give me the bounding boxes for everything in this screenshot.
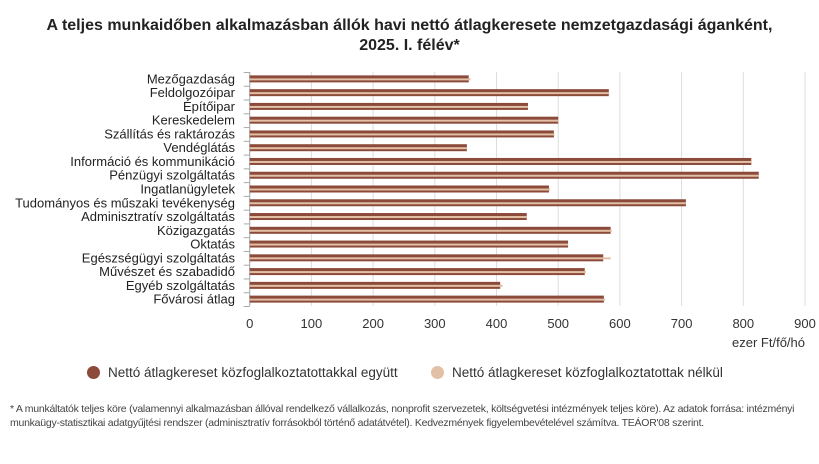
bar-without-public-workers [249,188,551,191]
category-label: Tudományos és műszaki tevékenység [15,195,235,210]
bar-chart: 0 100 200 300 400 500 600 700 800 900 ezer Ft/fő/h… [15,71,816,350]
legend-label: Nettó átlagkereset közfoglalkoztatottakk… [108,365,398,380]
category-label: Adminisztratív szolgáltatás [81,209,235,224]
legend-swatch-dark [87,366,100,379]
bar-without-public-workers [249,202,686,205]
bar-without-public-workers [249,133,555,136]
bar-without-public-workers [249,105,528,108]
category-label: Vendéglátás [163,140,235,155]
bar-without-public-workers [249,78,471,81]
bar-without-public-workers [249,257,611,260]
chart-title-line1: A teljes munkaidőben alkalmazásban állók… [46,17,773,34]
category-label: Közigazgatás [157,223,236,238]
bar-without-public-workers [249,284,503,287]
footnote: * A munkáltatók teljes köre (valamennyi … [10,403,795,429]
x-tick-label: 700 [671,316,693,331]
category-label: Egészségügyi szolgáltatás [82,250,236,265]
category-label: Fővárosi átlag [153,292,235,307]
category-label: Művészet és szabadidő [99,264,235,279]
chart-title-line2: 2025. I. félév* [359,37,460,54]
category-label: Pénzügyi szolgáltatás [109,168,235,183]
x-tick-label: 500 [547,316,569,331]
legend-label: Nettó átlagkereset közfoglalkoztatottak … [452,365,723,380]
category-label: Egyéb szolgáltatás [126,278,236,293]
bar-without-public-workers [249,229,612,232]
bar-without-public-workers [249,243,569,246]
x-tick-label: 200 [362,316,384,331]
x-axis-label: ezer Ft/fő/hó [732,335,805,350]
x-tick-label: 900 [794,316,816,331]
bar-without-public-workers [249,174,759,177]
legend-item-with-public-workers[interactable]: Nettó átlagkereset közfoglalkoztatottakk… [87,365,398,380]
x-tick-label: 300 [424,316,446,331]
legend-item-without-public-workers[interactable]: Nettó átlagkereset közfoglalkoztatottak … [431,365,723,380]
category-label: Építőipar [183,99,236,114]
bar-without-public-workers [249,119,559,122]
x-tick-label: 0 [246,316,253,331]
chart-title: A teljes munkaidőben alkalmazásban állók… [0,16,819,56]
bar-without-public-workers [249,298,606,301]
category-label: Kereskedelem [152,113,235,128]
bar-without-public-workers [249,160,752,163]
category-label: Információ és kommunikáció [70,154,235,169]
category-label: Oktatás [190,237,235,252]
legend-swatch-light [431,366,444,379]
bar-without-public-workers [249,271,586,274]
bar-without-public-workers [249,92,609,95]
category-label: Szállítás és raktározás [104,126,235,141]
x-tick-label: 100 [301,316,323,331]
x-tick-label: 600 [609,316,631,331]
bar-without-public-workers [249,216,527,219]
bar-without-public-workers [249,147,467,150]
category-label: Mezőgazdaság [147,71,235,86]
x-tick-label: 800 [732,316,754,331]
category-label: Ingatlanügyletek [140,182,235,197]
x-tick-label: 400 [486,316,508,331]
category-label: Feldolgozóipar [150,85,236,100]
